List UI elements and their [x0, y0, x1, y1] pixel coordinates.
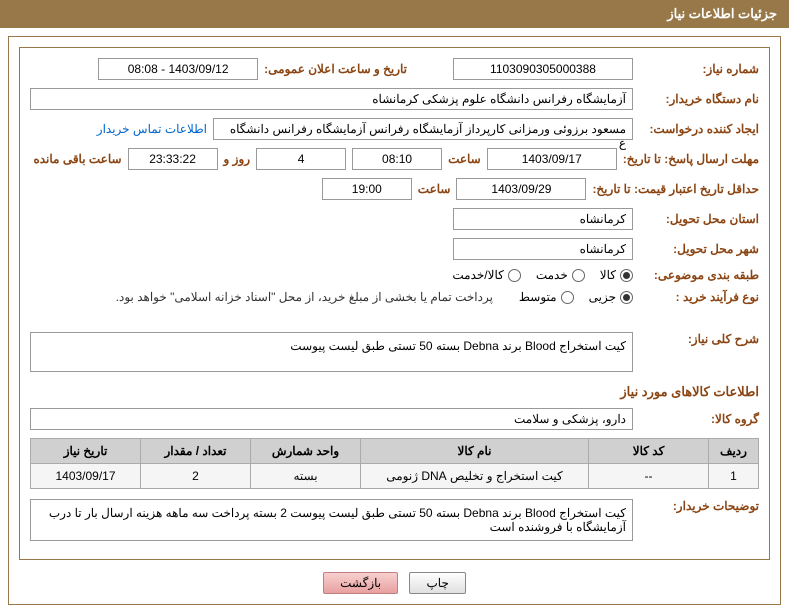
- purchase-medium-radio[interactable]: متوسط: [519, 290, 574, 304]
- delivery-city-label: شهر محل تحویل:: [639, 242, 759, 256]
- radio-icon: [508, 269, 521, 282]
- payment-note: پرداخت تمام یا بخشی از مبلغ خرید، از محل…: [116, 290, 493, 304]
- cell-name: کیت استخراج و تخلیص DNA ژنومی: [361, 464, 589, 489]
- category-goods-radio[interactable]: کالا: [600, 268, 633, 282]
- row-buyer-notes: توضیحات خریدار: کیت استخراج Blood برند D…: [30, 499, 759, 541]
- general-desc-label: شرح کلی نیاز:: [639, 332, 759, 346]
- days-remaining-field: 4: [256, 148, 346, 170]
- category-radio-group: کالا خدمت کالا/خدمت: [452, 268, 633, 282]
- inner-container: شماره نیاز: 1103090305000388 تاریخ و ساع…: [19, 47, 770, 560]
- row-delivery-province: استان محل تحویل: کرمانشاه: [30, 208, 759, 230]
- purchase-medium-label: متوسط: [519, 290, 557, 304]
- cell-date: 1403/09/17: [31, 464, 141, 489]
- th-row: ردیف: [709, 439, 759, 464]
- response-date-field: 1403/09/17: [487, 148, 617, 170]
- th-code: کد کالا: [589, 439, 709, 464]
- radio-icon: [561, 291, 574, 304]
- row-need-number: شماره نیاز: 1103090305000388 تاریخ و ساع…: [30, 58, 759, 80]
- purchase-small-radio[interactable]: جزیی: [589, 290, 633, 304]
- time-label-1: ساعت: [448, 152, 481, 166]
- page-title: جزئیات اطلاعات نیاز: [667, 6, 777, 21]
- row-requester: ایجاد کننده درخواست: مسعود برزوئی ورمزان…: [30, 118, 759, 140]
- response-time-field: 08:10: [352, 148, 442, 170]
- table-row: 1 -- کیت استخراج و تخلیص DNA ژنومی بسته …: [31, 464, 759, 489]
- row-delivery-city: شهر محل تحویل: کرمانشاه: [30, 238, 759, 260]
- purchase-radio-group: جزیی متوسط: [519, 290, 633, 304]
- row-price-validity: حداقل تاریخ اعتبار قیمت: تا تاریخ: 1403/…: [30, 178, 759, 200]
- buyer-org-label: نام دستگاه خریدار:: [639, 92, 759, 106]
- goods-table: ردیف کد کالا نام کالا واحد شمارش تعداد /…: [30, 438, 759, 489]
- print-button[interactable]: چاپ: [409, 572, 465, 594]
- row-purchase-type: نوع فرآیند خرید : جزیی متوسط پرداخت تمام…: [30, 290, 759, 304]
- category-service-label: خدمت: [536, 268, 568, 282]
- category-label: طبقه بندی موضوعی:: [639, 268, 759, 282]
- need-number-label: شماره نیاز:: [639, 62, 759, 76]
- delivery-province-field: کرمانشاه: [453, 208, 633, 230]
- category-both-radio[interactable]: کالا/خدمت: [452, 268, 520, 282]
- buyer-notes-label: توضیحات خریدار:: [639, 499, 759, 513]
- cell-unit: بسته: [251, 464, 361, 489]
- days-and-label: روز و: [224, 152, 251, 166]
- goods-group-label: گروه کالا:: [639, 412, 759, 426]
- row-response-deadline: مهلت ارسال پاسخ: تا تاریخ: 1403/09/17 سا…: [30, 148, 759, 170]
- back-button[interactable]: بازگشت: [323, 572, 398, 594]
- main-container: شماره نیاز: 1103090305000388 تاریخ و ساع…: [8, 36, 781, 605]
- countdown-field: 23:33:22: [128, 148, 218, 170]
- price-validity-date-field: 1403/09/29: [456, 178, 586, 200]
- category-both-label: کالا/خدمت: [452, 268, 503, 282]
- buyer-notes-field: کیت استخراج Blood برند Debna بسته 50 تست…: [30, 499, 633, 541]
- contact-buyer-link[interactable]: اطلاعات تماس خریدار: [97, 122, 207, 136]
- cell-row: 1: [709, 464, 759, 489]
- delivery-province-label: استان محل تحویل:: [639, 212, 759, 226]
- requester-label: ایجاد کننده درخواست:: [639, 122, 759, 136]
- th-date: تاریخ نیاز: [31, 439, 141, 464]
- price-validity-time-field: 19:00: [322, 178, 412, 200]
- purchase-type-label: نوع فرآیند خرید :: [639, 290, 759, 304]
- row-goods-group: گروه کالا: دارو، پزشکی و سلامت: [30, 408, 759, 430]
- general-desc-field: کیت استخراج Blood برند Debna بسته 50 تست…: [30, 332, 633, 372]
- announce-datetime-field: 1403/09/12 - 08:08: [98, 58, 258, 80]
- th-name: نام کالا: [361, 439, 589, 464]
- table-header-row: ردیف کد کالا نام کالا واحد شمارش تعداد /…: [31, 439, 759, 464]
- time-label-2: ساعت: [418, 182, 451, 196]
- announce-datetime-label: تاریخ و ساعت اعلان عمومی:: [264, 62, 407, 76]
- th-qty: تعداد / مقدار: [141, 439, 251, 464]
- category-service-radio[interactable]: خدمت: [536, 268, 585, 282]
- radio-icon: [572, 269, 585, 282]
- purchase-small-label: جزیی: [589, 290, 616, 304]
- radio-icon: [620, 269, 633, 282]
- buttons-row: چاپ بازگشت: [19, 572, 770, 594]
- cell-qty: 2: [141, 464, 251, 489]
- goods-info-title: اطلاعات کالاهای مورد نیاز: [30, 384, 759, 400]
- buyer-org-field: آزمایشگاه رفرانس دانشگاه علوم پزشکی کرما…: [30, 88, 633, 110]
- goods-group-field: دارو، پزشکی و سلامت: [30, 408, 633, 430]
- need-number-field: 1103090305000388: [453, 58, 633, 80]
- price-validity-label: حداقل تاریخ اعتبار قیمت: تا تاریخ:: [592, 182, 759, 196]
- cell-code: --: [589, 464, 709, 489]
- response-deadline-label: مهلت ارسال پاسخ: تا تاریخ:: [623, 152, 759, 166]
- remaining-label: ساعت باقی مانده: [33, 152, 121, 166]
- th-unit: واحد شمارش: [251, 439, 361, 464]
- row-category: طبقه بندی موضوعی: کالا خدمت کالا/خدمت: [30, 268, 759, 282]
- row-general-desc: شرح کلی نیاز: کیت استخراج Blood برند Deb…: [30, 332, 759, 372]
- page-header: جزئیات اطلاعات نیاز: [0, 0, 789, 28]
- delivery-city-field: کرمانشاه: [453, 238, 633, 260]
- radio-icon: [620, 291, 633, 304]
- row-buyer-org: نام دستگاه خریدار: آزمایشگاه رفرانس دانش…: [30, 88, 759, 110]
- category-goods-label: کالا: [600, 268, 616, 282]
- requester-field: مسعود برزوئی ورمزانی کارپرداز آزمایشگاه …: [213, 118, 633, 140]
